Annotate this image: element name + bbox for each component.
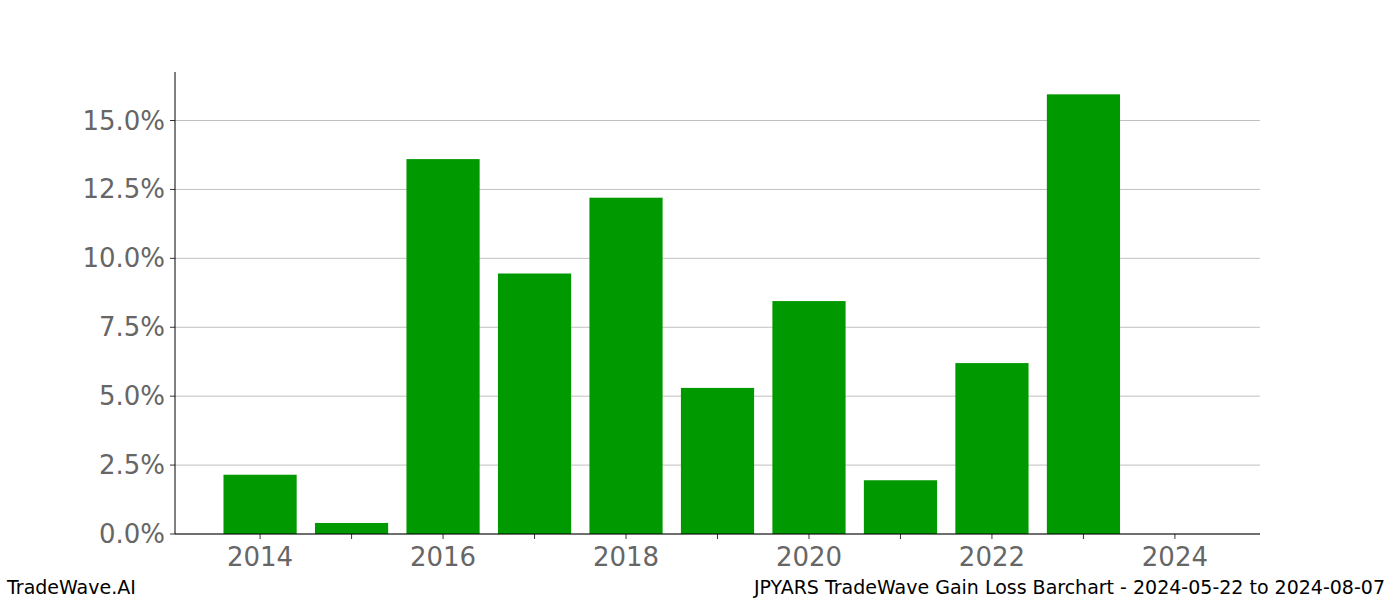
- y-tick-label: 7.5%: [99, 312, 165, 342]
- y-tick: [170, 465, 175, 466]
- bar: [406, 159, 479, 534]
- x-axis: [175, 534, 1260, 535]
- bar: [223, 475, 296, 534]
- y-tick-label: 0.0%: [99, 519, 165, 549]
- y-axis: [175, 72, 176, 534]
- x-tick-label: 2020: [776, 542, 842, 572]
- bar: [955, 363, 1028, 534]
- bar: [1047, 94, 1120, 534]
- bars: [223, 94, 1120, 534]
- bar: [772, 301, 845, 534]
- x-tick: [900, 534, 901, 539]
- bar: [589, 198, 662, 534]
- y-tick-label: 5.0%: [99, 381, 165, 411]
- x-tick: [351, 534, 352, 539]
- bar: [315, 523, 388, 534]
- x-tick-label: 2024: [1142, 542, 1208, 572]
- y-tick-label: 15.0%: [82, 106, 165, 136]
- y-tick: [170, 189, 175, 190]
- annotation: TradeWave.AI: [6, 576, 136, 598]
- x-tick-label: 2016: [410, 542, 476, 572]
- y-tick: [170, 120, 175, 121]
- grid-line: [175, 534, 1260, 535]
- bar: [681, 388, 754, 534]
- y-tick: [170, 396, 175, 397]
- x-tick: [717, 534, 718, 539]
- y-tick: [170, 534, 175, 535]
- x-tick: [1083, 534, 1084, 539]
- x-tick: [626, 534, 627, 539]
- y-tick: [170, 327, 175, 328]
- bar: [864, 480, 937, 534]
- x-tick: [534, 534, 535, 539]
- x-tick: [991, 534, 992, 539]
- x-tick-label: 2018: [593, 542, 659, 572]
- x-tick: [443, 534, 444, 539]
- y-tick-label: 12.5%: [82, 174, 165, 204]
- y-tick-label: 2.5%: [99, 450, 165, 480]
- chart: 0.0% 2.5% 5.0% 7.5% 10.0% 12.5% 15.0% 2014 2016 2…: [0, 0, 1400, 600]
- y-tick-label: 10.0%: [82, 243, 165, 273]
- x-tick-label: 2022: [959, 542, 1025, 572]
- title: JPYARS TradeWave Gain Loss Barchart - 20…: [753, 576, 1385, 598]
- x-tick: [808, 534, 809, 539]
- y-tick: [170, 258, 175, 259]
- x-tick: [1174, 534, 1175, 539]
- bar: [498, 274, 571, 534]
- x-tick-label: 2014: [227, 542, 293, 572]
- x-tick: [260, 534, 261, 539]
